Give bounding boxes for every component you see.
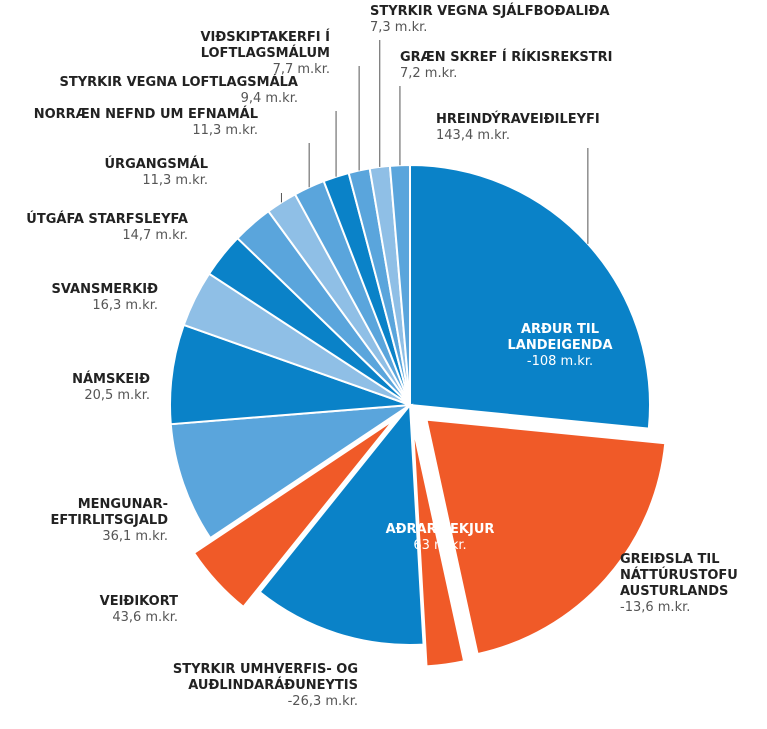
slice-label: SVANSMERKIÐ 16,3 m.kr. xyxy=(0,282,158,314)
slice-label: GREIÐSLA TIL NÁTTÚRUSTOFU AUSTURLANDS -13… xyxy=(620,552,750,616)
slice-name: STYRKIR VEGNA SJÁLFBOÐALIÐA xyxy=(370,4,610,19)
slice-value: 143,4 m.kr. xyxy=(436,128,510,143)
pie-slice xyxy=(425,418,667,656)
slice-value: 16,3 m.kr. xyxy=(92,298,158,313)
pie-slice xyxy=(192,419,395,609)
slice-label: VIÐSKIPTAKERFI Í LOFTLAGSMÁLUM 7,7 m.kr. xyxy=(70,30,330,78)
slice-value: 43,6 m.kr. xyxy=(112,610,178,625)
slice-value: 14,7 m.kr. xyxy=(122,228,188,243)
slice-label: ARÐUR TIL LANDEIGENDA -108 m.kr. xyxy=(500,322,620,370)
slice-label: VEIÐIKORT 43,6 m.kr. xyxy=(0,594,178,626)
slice-name: GREIÐSLA TIL NÁTTÚRUSTOFU AUSTURLANDS xyxy=(620,552,738,599)
slice-label: AÐRAR TEKJUR 63 m.kr. xyxy=(380,522,500,554)
slice-label: STYRKIR VEGNA SJÁLFBOÐALIÐA 7,3 m.kr. xyxy=(370,4,630,36)
slice-label: ÚTGÁFA STARFSLEYFA 14,7 m.kr. xyxy=(0,212,188,244)
slice-value: -26,3 m.kr. xyxy=(287,694,358,709)
slice-name: ÚRGANGSMÁL xyxy=(104,157,209,172)
slice-name: AÐRAR TEKJUR xyxy=(385,522,495,537)
slice-value: 11,3 m.kr. xyxy=(142,173,208,188)
slice-value: 36,1 m.kr. xyxy=(102,529,168,544)
slice-value: 9,4 m.kr. xyxy=(240,91,298,106)
slice-label: GRÆN SKREF Í RÍKISREKSTRI 7,2 m.kr. xyxy=(400,50,660,82)
slice-name: MENGUNAR-EFTIRLITSGJALD xyxy=(50,497,168,528)
slice-label: HREINDÝRAVEIÐILEYFI 143,4 m.kr. xyxy=(436,112,696,144)
slice-value: 11,3 m.kr. xyxy=(192,123,258,138)
pie-slice xyxy=(411,426,466,668)
slice-label: NÁMSKEIÐ 20,5 m.kr. xyxy=(0,372,150,404)
pie-slice xyxy=(409,163,651,430)
slice-value: 7,3 m.kr. xyxy=(370,20,428,35)
slice-name: HREINDÝRAVEIÐILEYFI xyxy=(436,112,600,127)
slice-name: VIÐSKIPTAKERFI Í LOFTLAGSMÁLUM xyxy=(200,30,330,61)
slice-value: 20,5 m.kr. xyxy=(84,388,150,403)
slice-name: NORRÆN NEFND UM EFNAMÁL xyxy=(33,107,258,122)
pie-slice xyxy=(258,402,425,646)
pie-slice xyxy=(388,163,411,406)
slice-name: VEIÐIKORT xyxy=(99,594,178,609)
slice-label: NORRÆN NEFND UM EFNAMÁL 11,3 m.kr. xyxy=(0,107,258,139)
slice-name: ÚTGÁFA STARFSLEYFA xyxy=(26,212,188,227)
slice-name: STYRKIR VEGNA LOFTLAGSMÁLA xyxy=(59,75,298,90)
slice-label: MENGUNAR-EFTIRLITSGJALD 36,1 m.kr. xyxy=(48,497,168,545)
slice-value: 7,2 m.kr. xyxy=(400,66,458,81)
slice-name: GRÆN SKREF Í RÍKISREKSTRI xyxy=(400,50,613,65)
slice-value: -108 m.kr. xyxy=(526,354,594,369)
slice-name: STYRKIR UMHVERFIS- OG AUÐLINDARÁÐUNEYTIS xyxy=(172,662,358,693)
slice-label: ÚRGANGSMÁL 11,3 m.kr. xyxy=(0,157,209,189)
slice-label: STYRKIR UMHVERFIS- OG AUÐLINDARÁÐUNEYTIS… xyxy=(98,662,358,710)
slice-value: 63 m.kr. xyxy=(413,538,467,553)
slice-label: STYRKIR VEGNA LOFTLAGSMÁLA 9,4 m.kr. xyxy=(38,75,298,107)
slice-value: -13,6 m.kr. xyxy=(620,600,691,615)
slice-name: ARÐUR TIL LANDEIGENDA xyxy=(507,322,613,353)
slice-name: NÁMSKEIÐ xyxy=(72,372,150,387)
pie-slice xyxy=(169,403,414,540)
slice-name: SVANSMERKIÐ xyxy=(51,282,158,297)
slice-value: 7,7 m.kr. xyxy=(272,62,330,77)
